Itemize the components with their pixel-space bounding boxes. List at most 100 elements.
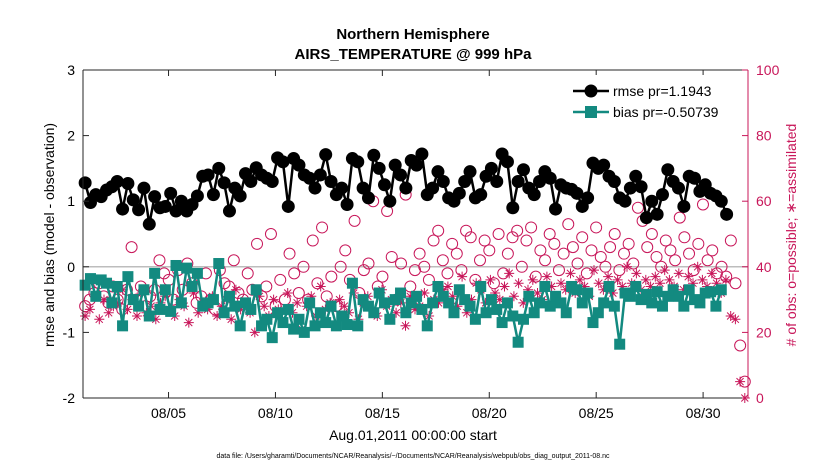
- bias-point: [261, 313, 273, 325]
- bias-point: [464, 300, 476, 312]
- assimilated-obs-point: [216, 301, 227, 312]
- possible-obs-point: [562, 218, 575, 231]
- possible-obs-point: [529, 270, 542, 283]
- bias-point: [678, 300, 690, 312]
- rmse-point: [361, 191, 375, 205]
- assimilated-obs-point: [692, 261, 703, 272]
- y-tick-label: 3: [67, 62, 75, 78]
- possible-obs-point: [664, 244, 677, 257]
- possible-obs-point: [395, 257, 408, 270]
- assimilated-obs-point: [518, 297, 529, 308]
- y2-tick-label: 60: [756, 193, 772, 209]
- data-file-footnote: data file: /Users/gharamti/Documents/NCA…: [216, 453, 610, 460]
- rmse-point: [655, 188, 669, 202]
- assimilated-obs-point: [579, 281, 590, 292]
- possible-obs-point: [608, 228, 621, 240]
- assimilated-obs-point: [499, 281, 510, 292]
- rmse-point: [356, 181, 370, 195]
- bias-point: [662, 290, 674, 302]
- rmse-point: [372, 161, 386, 175]
- bias-point: [250, 284, 262, 296]
- bias-point: [437, 290, 449, 302]
- possible-obs-point: [724, 234, 737, 247]
- assimilated-obs-point: [150, 314, 161, 325]
- y-tick-label: -1: [63, 324, 76, 340]
- rmse-point: [212, 161, 226, 175]
- possible-obs-point: [446, 237, 459, 250]
- rmse-point: [639, 211, 653, 225]
- bias-point: [288, 323, 300, 335]
- bias-point: [90, 290, 102, 302]
- y2-tick-label: 100: [756, 62, 780, 78]
- rmse-point: [324, 175, 338, 189]
- bias-point: [459, 294, 471, 306]
- rmse-point: [319, 148, 333, 162]
- assimilated-obs-point: [485, 274, 496, 285]
- possible-obs-point: [520, 234, 533, 247]
- bias-point: [491, 303, 503, 315]
- possible-obs-point: [650, 250, 663, 263]
- rmse-point: [490, 175, 504, 189]
- assimilated-obs-point: [631, 268, 642, 279]
- bias-point: [501, 297, 513, 309]
- rmse-point: [126, 193, 140, 207]
- possible-obs-point: [487, 277, 500, 290]
- rmse-series: [78, 147, 734, 231]
- bias-point: [357, 294, 369, 306]
- bias-point: [560, 307, 572, 319]
- assimilated-obs-point: [84, 304, 95, 315]
- chart-subtitle: AIRS_TEMPERATURE @ 999 hPa: [295, 46, 533, 63]
- assimilated-obs-point: [688, 278, 698, 289]
- bias-point: [528, 307, 540, 319]
- possible-obs-point: [622, 237, 635, 250]
- assimilated-obs-point: [212, 311, 223, 321]
- assimilated-obs-point: [523, 284, 533, 295]
- bias-point: [656, 300, 668, 312]
- possible-obs-point: [678, 231, 691, 244]
- possible-obs-point: [264, 228, 277, 240]
- possible-obs-point: [125, 241, 138, 254]
- y2-tick-label: 0: [756, 390, 764, 406]
- bias-point: [512, 336, 524, 348]
- assimilated-obs-point: [513, 278, 524, 289]
- rmse-point: [201, 168, 215, 182]
- assimilated-obs-point: [117, 284, 128, 295]
- bias-point: [405, 297, 417, 309]
- possible-obs-point: [227, 254, 240, 267]
- bias-point: [101, 277, 113, 289]
- assimilated-obs-point: [292, 297, 303, 308]
- rmse-point: [335, 181, 349, 195]
- bias-point: [223, 290, 235, 302]
- assimilated-obs-point: [447, 291, 458, 302]
- rmse-point: [484, 161, 498, 175]
- rmse-point: [303, 171, 317, 185]
- assimilated-obs-point: [527, 274, 538, 285]
- rmse-point: [174, 194, 188, 208]
- bias-point: [507, 310, 519, 322]
- rmse-point: [533, 175, 547, 189]
- assimilated-obs-point: [617, 281, 628, 292]
- possible-obs-point: [576, 231, 589, 244]
- possible-obs-point: [645, 228, 658, 240]
- bias-point: [191, 267, 203, 279]
- bias-point: [475, 280, 487, 292]
- possible-obs-point: [594, 250, 607, 263]
- assimilated-obs-point: [160, 291, 171, 302]
- rmse-point: [164, 186, 178, 200]
- possible-obs-point: [696, 198, 709, 211]
- possible-obs-point: [585, 244, 598, 257]
- assimilated-obs-point: [480, 297, 491, 308]
- assimilated-obs-point: [259, 301, 270, 312]
- assimilated-obs-point: [532, 288, 543, 298]
- legend-box: [571, 75, 743, 125]
- bias-point: [544, 300, 556, 312]
- bias-point: [165, 305, 177, 317]
- rmse-point: [618, 194, 632, 208]
- rmse-point: [516, 163, 530, 177]
- assimilated-obs-point: [546, 281, 557, 292]
- possible-obs-point: [357, 264, 370, 277]
- possible-obs-point: [441, 267, 454, 280]
- rmse-point: [474, 188, 488, 202]
- bias-point: [448, 307, 460, 319]
